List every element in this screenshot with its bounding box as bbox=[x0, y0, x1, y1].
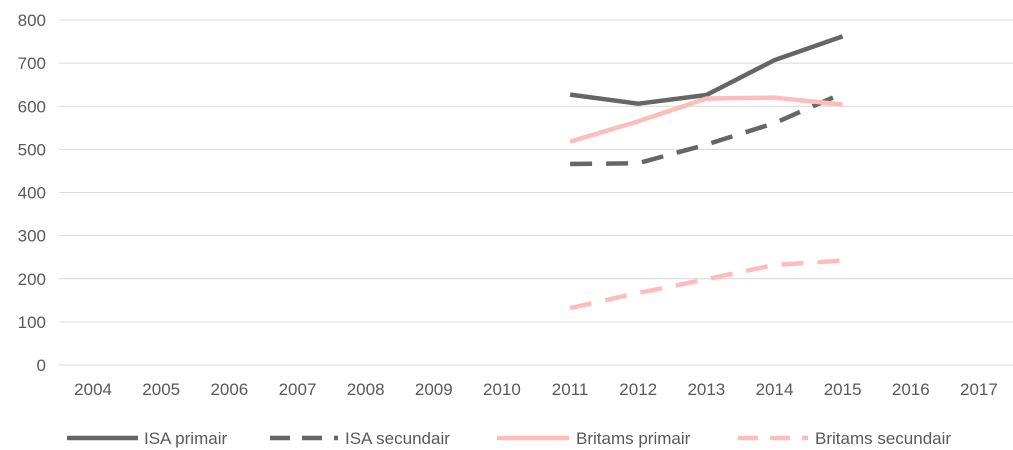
legend: ISA primair ISA secundair Britams primair B… bbox=[67, 429, 951, 448]
legend-label: ISA secundair bbox=[345, 429, 450, 448]
y-tick-label: 0 bbox=[37, 356, 46, 375]
x-tick-label: 2016 bbox=[892, 380, 930, 399]
series-line-isa-secundair bbox=[570, 91, 844, 167]
x-tick-label: 2009 bbox=[415, 380, 453, 399]
y-tick-label: 300 bbox=[18, 227, 46, 246]
x-axis-tick-labels: 2004 2005 2006 2007 2008 2009 2010 2011 2012 2013… bbox=[74, 380, 998, 399]
y-tick-label: 600 bbox=[18, 97, 46, 116]
legend-entry-isa-primair: ISA primair bbox=[67, 429, 227, 448]
x-tick-label: 2013 bbox=[687, 380, 725, 399]
y-tick-label: 500 bbox=[18, 140, 46, 159]
x-tick-label: 2007 bbox=[279, 380, 317, 399]
x-tick-label: 2005 bbox=[142, 380, 180, 399]
y-tick-label: 100 bbox=[18, 313, 46, 332]
legend-entry-isa-secundair: ISA secundair bbox=[270, 429, 450, 448]
series-line-britams-secundair bbox=[569, 258, 843, 311]
x-tick-label: 2010 bbox=[483, 380, 521, 399]
series-lines bbox=[569, 34, 844, 311]
series-line-britams-primair bbox=[569, 95, 843, 144]
x-tick-label: 2011 bbox=[552, 380, 589, 399]
y-tick-label: 800 bbox=[18, 11, 46, 30]
x-tick-label: 2014 bbox=[756, 380, 794, 399]
x-tick-label: 2008 bbox=[347, 380, 385, 399]
legend-entry-britams-secundair: Britams secundair bbox=[738, 429, 951, 448]
x-tick-label: 2017 bbox=[960, 380, 998, 399]
x-tick-label: 2004 bbox=[74, 380, 112, 399]
series-line-isa-primair bbox=[569, 34, 844, 106]
x-tick-label: 2012 bbox=[619, 380, 657, 399]
y-tick-label: 400 bbox=[18, 184, 46, 203]
x-tick-label: 2015 bbox=[824, 380, 862, 399]
legend-label: ISA primair bbox=[144, 429, 227, 448]
x-tick-label: 2006 bbox=[210, 380, 248, 399]
y-axis-tick-labels: 0 100 200 300 400 500 600 700 800 bbox=[18, 11, 46, 375]
gridlines bbox=[59, 19, 1013, 366]
legend-label: Britams primair bbox=[576, 429, 691, 448]
y-tick-label: 700 bbox=[18, 54, 46, 73]
legend-entry-britams-primair: Britams primair bbox=[497, 429, 691, 448]
legend-label: Britams secundair bbox=[815, 429, 951, 448]
y-tick-label: 200 bbox=[18, 270, 46, 289]
